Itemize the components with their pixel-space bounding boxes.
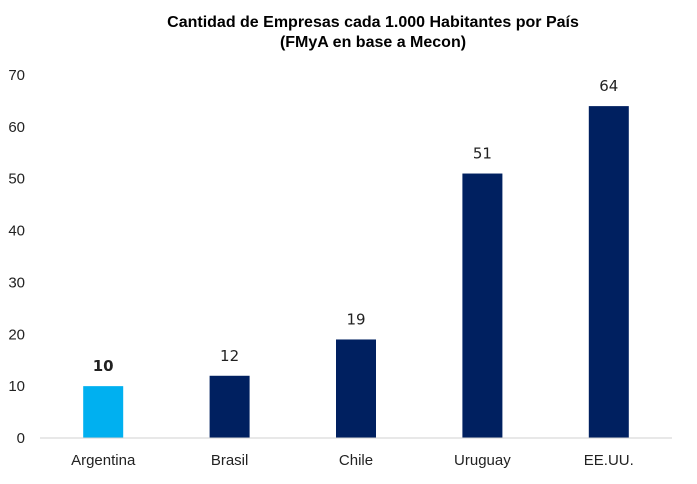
y-tick-label: 30: [8, 274, 25, 291]
data-label: 51: [473, 145, 492, 163]
y-axis: 0 10 20 30 40 50 60 70: [8, 67, 25, 447]
bar-argentina: [83, 386, 124, 438]
data-label: 12: [220, 347, 239, 365]
bars-group: [83, 106, 629, 438]
y-tick-label: 50: [8, 171, 25, 188]
bar-chile: [336, 339, 376, 438]
x-category-label: Chile: [339, 452, 373, 469]
data-label: 10: [93, 357, 114, 375]
chart-title-line-2: (FMyA en base a Mecon): [280, 34, 466, 51]
data-labels-group: 10 12 19 51 64: [93, 77, 619, 375]
x-category-label: Argentina: [71, 452, 136, 469]
data-label: 64: [599, 77, 618, 95]
x-axis: Argentina Brasil Chile Uruguay EE.UU.: [40, 437, 672, 469]
x-category-label: EE.UU.: [584, 452, 634, 469]
y-tick-label: 0: [17, 430, 25, 447]
x-category-label: Uruguay: [454, 452, 511, 469]
y-tick-label: 70: [8, 67, 25, 84]
x-category-label: Brasil: [211, 452, 249, 469]
chart-title-line-1: Cantidad de Empresas cada 1.000 Habitant…: [167, 14, 579, 31]
bar-uruguay: [462, 173, 503, 438]
y-tick-label: 10: [8, 378, 25, 395]
y-tick-label: 20: [8, 326, 25, 343]
data-label: 19: [346, 310, 365, 328]
bar-ee-uu: [588, 106, 629, 438]
y-tick-label: 40: [8, 223, 25, 240]
bar-brasil: [209, 375, 250, 438]
y-tick-label: 60: [8, 119, 25, 136]
